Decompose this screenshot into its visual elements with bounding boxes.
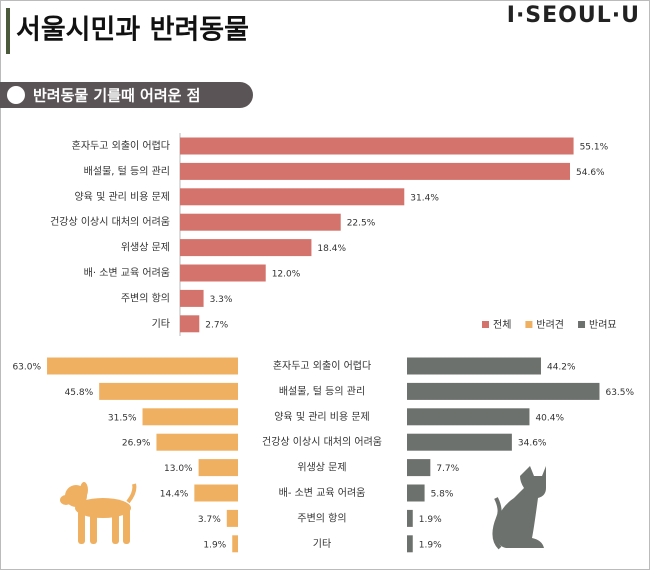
dog-icon [60, 482, 137, 544]
bar [180, 137, 574, 155]
bar [99, 382, 238, 400]
category-label: 주변의 항의 [121, 292, 170, 304]
bar [180, 188, 405, 206]
category-label: 양육 및 관리 비용 문제 [74, 191, 170, 203]
bar [47, 357, 238, 375]
bar [407, 433, 512, 451]
bar [226, 509, 238, 527]
value-label: 44.2% [547, 363, 576, 373]
value-label: 3.3% [210, 295, 233, 305]
bar [142, 408, 238, 426]
legend-swatch [482, 321, 489, 328]
category-label: 혼자두고 외출이 어렵다 [273, 359, 371, 372]
value-label: 40.4% [535, 413, 564, 423]
bar [156, 433, 238, 451]
bar [407, 484, 425, 502]
title-bar [6, 8, 10, 54]
value-label: 1.9% [419, 515, 442, 525]
value-label: 31.5% [108, 413, 137, 423]
value-label: 14.4% [160, 490, 189, 500]
bar [232, 535, 238, 553]
category-label: 건강상 이상시 대처의 어려움 [262, 436, 382, 448]
title: 서울시민과 반려동물 [16, 15, 249, 46]
category-label: 기타 [313, 538, 331, 550]
value-label: 1.9% [419, 540, 442, 550]
value-label: 55.1% [580, 143, 609, 153]
cat-icon [492, 466, 546, 550]
subtitle: 반려동물 기를때 어려운 점 [33, 87, 200, 105]
legend-label: 전체 [493, 319, 511, 331]
bar [180, 315, 200, 333]
value-label: 13.0% [164, 464, 193, 474]
bar [407, 382, 600, 400]
category-label: 혼자두고 외출이 어렵다 [72, 139, 170, 152]
category-label: 주변의 항의 [297, 512, 346, 524]
value-label: 2.7% [205, 320, 228, 330]
category-label: 배- 소변 교육 어려움 [279, 487, 366, 499]
category-label: 배설물, 털 등의 관리 [84, 165, 170, 177]
value-label: 1.9% [203, 540, 226, 550]
bar [180, 162, 570, 180]
value-label: 63.5% [605, 388, 634, 398]
bar [194, 484, 238, 502]
value-label: 31.4% [410, 193, 439, 203]
legend-label: 반려견 [536, 319, 564, 331]
bar [407, 459, 431, 477]
bar [198, 459, 238, 477]
value-label: 7.7% [436, 464, 459, 474]
category-label: 위생상 문제 [297, 461, 346, 474]
subtitle-pill [0, 82, 253, 108]
value-label: 5.8% [431, 490, 454, 500]
category-label: 배· 소변 교육 어려움 [84, 267, 170, 279]
legend-swatch [578, 321, 586, 328]
value-label: 45.8% [65, 388, 94, 398]
bar [407, 408, 530, 426]
value-label: 26.9% [122, 439, 151, 449]
legend-swatch [525, 321, 533, 328]
value-label: 34.6% [518, 439, 547, 449]
value-label: 54.6% [576, 168, 605, 178]
category-label: 배설물, 털 등의 관리 [279, 385, 365, 397]
bar [407, 509, 413, 527]
value-label: 18.4% [317, 244, 346, 254]
value-label: 22.5% [347, 219, 376, 229]
logo: I·SEOUL·U [507, 3, 640, 28]
bar [180, 239, 312, 257]
legend-label: 반려묘 [589, 319, 617, 331]
bar [180, 289, 204, 307]
value-label: 63.0% [12, 363, 41, 373]
bar [180, 213, 341, 231]
bar [407, 535, 413, 553]
value-label: 12.0% [272, 270, 301, 280]
category-label: 건강상 이상시 대처의 어려움 [50, 216, 170, 228]
bar [407, 357, 541, 375]
category-label: 기타 [152, 318, 170, 330]
category-label: 양육 및 관리 비용 문제 [274, 411, 370, 423]
value-label: 3.7% [198, 515, 221, 525]
bar [180, 264, 266, 282]
category-label: 위생상 문제 [121, 241, 170, 254]
subtitle-dot [7, 86, 25, 104]
